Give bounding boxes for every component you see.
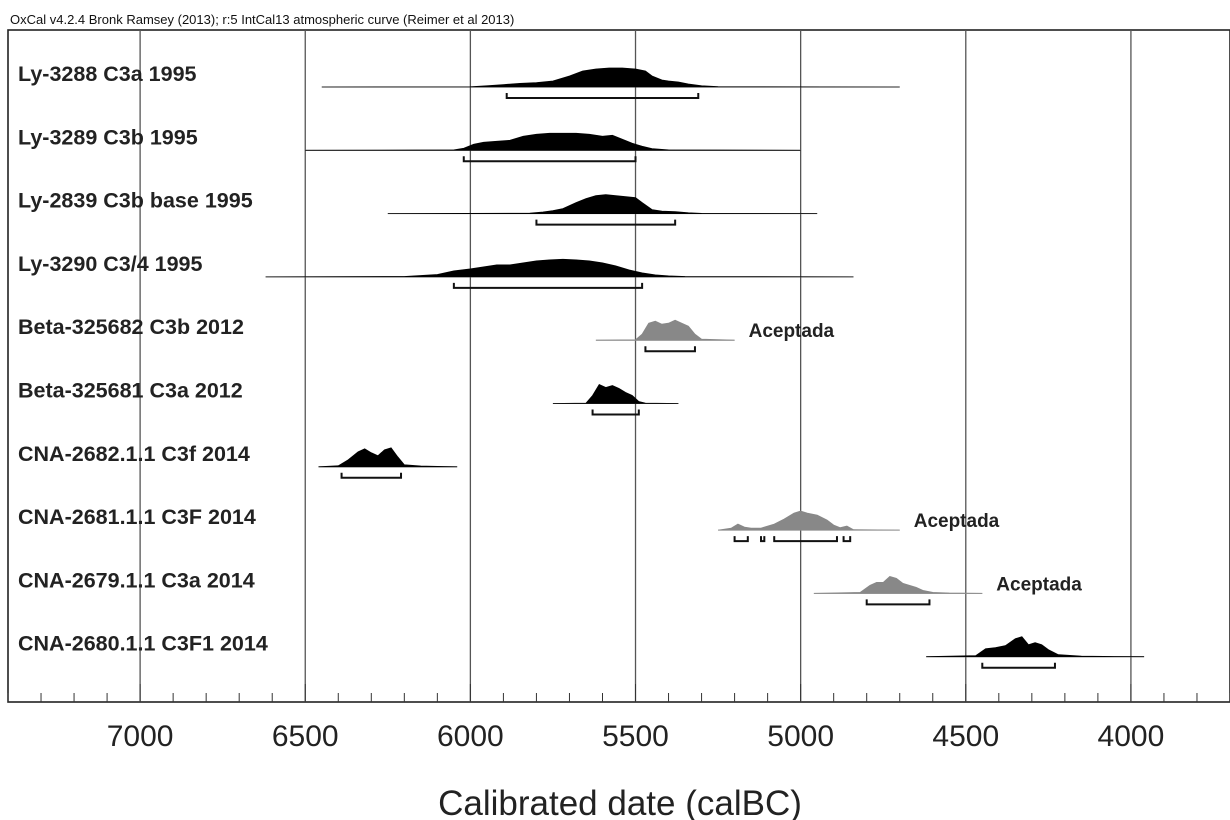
tick-label: 5000: [767, 720, 834, 753]
tick-label: 6500: [272, 720, 339, 753]
series-row: Ly-3289 C3b 1995: [18, 125, 801, 163]
series-row: Beta-325681 C3a 2012: [18, 379, 679, 416]
hpd-bracket: [644, 346, 696, 353]
series-row: CNA-2680.1.1 C3F1 2014: [18, 632, 1145, 669]
density-curve: [305, 132, 801, 151]
hpd-bracket: [760, 536, 766, 543]
sample-label: Beta-325681 C3a 2012: [18, 379, 243, 403]
density-curve: [718, 510, 900, 531]
plot-header: OxCal v4.2.4 Bronk Ramsey (2013); r:5 In…: [10, 12, 514, 27]
hpd-bracket: [452, 282, 644, 289]
density-curve: [321, 67, 900, 88]
hpd-bracket: [340, 472, 403, 479]
series-row: Beta-325682 C3b 2012 Aceptada: [18, 315, 835, 353]
series-row: CNA-2679.1.1 C3a 2014 Aceptada: [18, 568, 1082, 606]
density-curve: [595, 319, 735, 341]
series-layer: Ly-3288 C3a 1995 Ly-3289 C3b 1995 Ly-2839 …: [18, 62, 1145, 669]
sample-label: Ly-3288 C3a 1995: [18, 62, 197, 86]
density-curve: [265, 258, 854, 278]
tick-label: 6000: [437, 720, 504, 753]
plot-frame: [7, 29, 1230, 703]
density-curve: [552, 383, 679, 404]
series-row: Ly-3290 C3/4 1995: [18, 252, 854, 289]
sample-label: Beta-325682 C3b 2012: [18, 315, 244, 339]
sample-label: CNA-2679.1.1 C3a 2014: [18, 568, 255, 592]
hpd-bracket: [865, 599, 931, 606]
hpd-bracket: [981, 662, 1056, 669]
tick-label: 4000: [1098, 720, 1165, 753]
density-curve: [387, 194, 818, 214]
hpd-bracket: [462, 156, 637, 163]
accepted-note: Aceptada: [996, 574, 1082, 595]
series-row: CNA-2681.1.1 C3F 2014 Aceptada: [18, 505, 1000, 543]
density-curve: [318, 447, 458, 468]
sample-label: Ly-3289 C3b 1995: [18, 125, 198, 149]
x-axis: 7000 6500 6000 5500 5000 4500 4000: [7, 684, 1230, 753]
series-row: CNA-2682.1.1 C3f 2014: [18, 442, 458, 479]
hpd-bracket: [842, 536, 852, 543]
accepted-note: Aceptada: [914, 511, 1000, 532]
tick-label: 4500: [932, 720, 999, 753]
series-row: Ly-3288 C3a 1995: [18, 62, 900, 99]
tick-label: 7000: [107, 720, 174, 753]
accepted-note: Aceptada: [749, 321, 835, 342]
sample-label: Ly-3290 C3/4 1995: [18, 252, 203, 276]
density-curve: [813, 575, 983, 594]
density-curve: [926, 636, 1145, 658]
sample-label: CNA-2680.1.1 C3F1 2014: [18, 632, 268, 656]
gridlines: [139, 30, 1132, 702]
sample-label: Ly-2839 C3b base 1995: [18, 189, 253, 213]
hpd-bracket: [591, 409, 640, 416]
tick-label: 5500: [602, 720, 669, 753]
sample-label: CNA-2681.1.1 C3F 2014: [18, 505, 256, 529]
hpd-bracket: [535, 219, 677, 226]
hpd-bracket: [733, 536, 749, 543]
series-row: Ly-2839 C3b base 1995: [18, 189, 818, 226]
sample-label: CNA-2682.1.1 C3f 2014: [18, 442, 250, 466]
x-axis-label: Calibrated date (calBC): [438, 784, 802, 820]
hpd-bracket: [505, 93, 700, 99]
hpd-bracket: [773, 536, 838, 543]
